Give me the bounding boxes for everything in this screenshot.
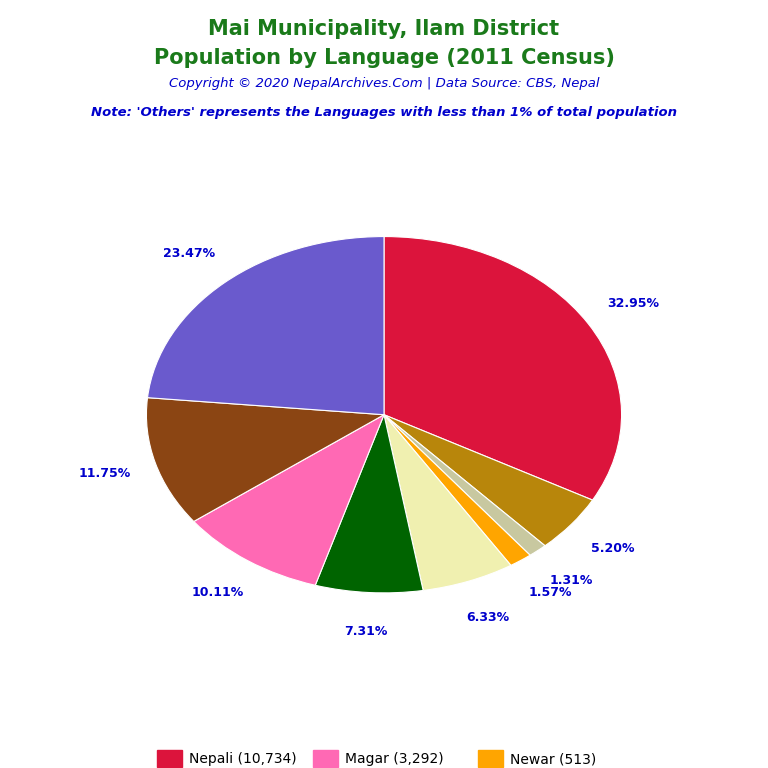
Text: 10.11%: 10.11% xyxy=(191,586,244,599)
Wedge shape xyxy=(384,237,621,500)
Legend: Nepali (10,734), Limbu (7,647), Rai (3,827), Magar (3,292), Tamang (2,381), Bant: Nepali (10,734), Limbu (7,647), Rai (3,8… xyxy=(151,744,617,768)
Text: Population by Language (2011 Census): Population by Language (2011 Census) xyxy=(154,48,614,68)
Wedge shape xyxy=(384,415,545,555)
Text: 5.20%: 5.20% xyxy=(591,542,634,555)
Text: Note: 'Others' represents the Languages with less than 1% of total population: Note: 'Others' represents the Languages … xyxy=(91,106,677,119)
Text: 1.31%: 1.31% xyxy=(550,574,593,587)
Wedge shape xyxy=(194,415,384,585)
Wedge shape xyxy=(384,415,511,591)
Text: Mai Municipality, Ilam District: Mai Municipality, Ilam District xyxy=(208,19,560,39)
Text: 11.75%: 11.75% xyxy=(79,467,131,480)
Wedge shape xyxy=(384,415,530,565)
Text: 1.57%: 1.57% xyxy=(529,586,572,599)
Text: Copyright © 2020 NepalArchives.Com | Data Source: CBS, Nepal: Copyright © 2020 NepalArchives.Com | Dat… xyxy=(169,77,599,90)
Text: 23.47%: 23.47% xyxy=(163,247,215,260)
Wedge shape xyxy=(147,398,384,521)
Text: 32.95%: 32.95% xyxy=(607,297,659,310)
Wedge shape xyxy=(315,415,423,593)
Text: 6.33%: 6.33% xyxy=(465,611,509,624)
Wedge shape xyxy=(147,237,384,415)
Wedge shape xyxy=(384,415,593,546)
Text: 7.31%: 7.31% xyxy=(344,625,387,638)
